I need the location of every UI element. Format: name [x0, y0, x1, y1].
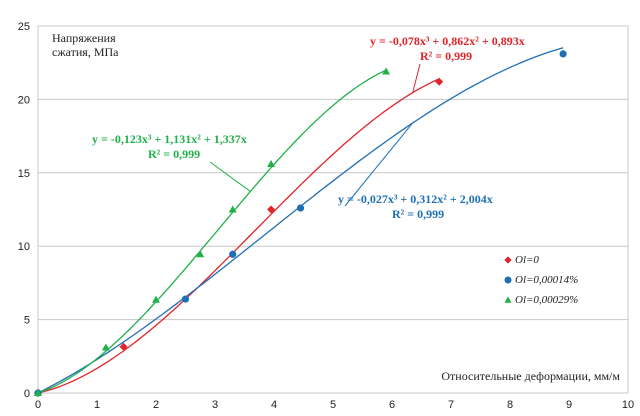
r2-ol000014: R² = 0,999: [392, 207, 444, 221]
y-tick-label: 0: [24, 388, 30, 400]
legend-marker-triangle: [504, 296, 512, 303]
data-point: [152, 295, 160, 303]
grid: [38, 25, 628, 394]
legend-item-ol0: Ol=0: [504, 254, 539, 266]
data-point: [267, 205, 276, 214]
r2-ol0: R² = 0,999: [420, 49, 472, 63]
data-point: [34, 389, 42, 396]
data-point: [119, 342, 128, 351]
data-point: [382, 67, 391, 75]
plot-area: [37, 25, 629, 394]
leader-line: [209, 161, 251, 192]
equation-leader-lines: [209, 63, 421, 207]
data-point: [228, 205, 237, 213]
data-point: [229, 250, 237, 258]
legend: Ol=0 Ol=0,00014% Ol=0,00029%: [504, 254, 578, 306]
y-tick-label: 5: [24, 315, 30, 327]
legend-label-ol000014: Ol=0,00014%: [515, 274, 578, 286]
x-tick-label: 3: [212, 399, 218, 411]
data-point: [196, 250, 205, 258]
equation-ol0: y = -0,078x³ + 0,862x² + 0,893x: [370, 34, 525, 48]
y-tick-label: 15: [18, 168, 30, 180]
x-axis-ticks: 0 1 2 3 4 5 6 7 8 9 10: [35, 399, 634, 411]
x-tick-label: 2: [153, 399, 159, 411]
x-tick-label: 10: [622, 399, 634, 411]
x-tick-label: 8: [507, 399, 513, 411]
x-axis-title: Относительные деформации, мм/м: [441, 369, 620, 383]
legend-label-ol00029: Ol=0,00029%: [515, 294, 578, 306]
leader-line: [412, 63, 421, 93]
y-axis-title-line-1: Напряжения: [52, 31, 116, 45]
legend-item-ol00029: Ol=0,00029%: [504, 294, 578, 306]
x-tick-label: 0: [35, 399, 41, 411]
data-markers: [34, 50, 567, 397]
x-tick-label: 4: [271, 399, 277, 411]
data-point: [296, 204, 305, 212]
data-point: [559, 50, 567, 58]
data-point: [101, 343, 110, 351]
y-axis-ticks: 0 5 10 15 20 25: [18, 21, 30, 400]
data-point: [181, 295, 190, 303]
x-tick-label: 9: [566, 399, 572, 411]
legend-marker-circle: [504, 276, 512, 284]
leader-line: [344, 122, 414, 207]
y-axis-title-line-2: сжатия, МПа: [52, 45, 119, 59]
equation-ol00029: y = -0,123x³ + 1,131x² + 1,337x: [92, 132, 247, 146]
legend-marker-diamond: [504, 256, 512, 264]
data-point: [435, 77, 444, 86]
y-tick-label: 10: [18, 241, 30, 253]
x-tick-label: 7: [448, 399, 454, 411]
equation-ol000014: y = -0,027x³ + 0,312x² + 2,004x: [338, 192, 493, 206]
x-tick-label: 1: [94, 399, 100, 411]
y-tick-label: 20: [18, 94, 30, 106]
trendline: [37, 78, 440, 394]
legend-item-ol000014: Ol=0,00014%: [504, 274, 578, 286]
trendline: [37, 69, 387, 394]
y-tick-label: 25: [18, 21, 30, 33]
legend-label-ol0: Ol=0: [515, 254, 539, 266]
x-tick-label: 5: [330, 399, 336, 411]
r2-ol00029: R² = 0,999: [148, 147, 200, 161]
data-point: [267, 159, 276, 167]
x-tick-label: 6: [389, 399, 395, 411]
